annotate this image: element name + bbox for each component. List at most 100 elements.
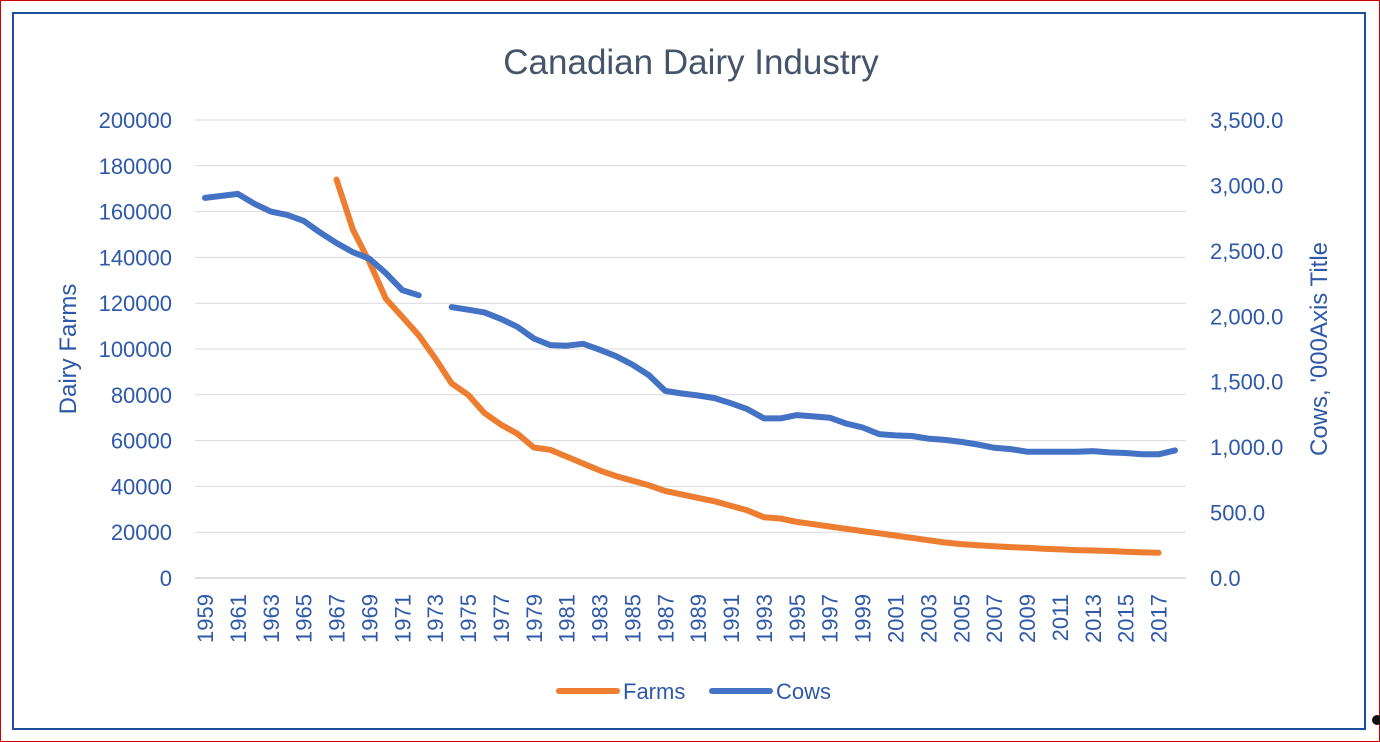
cows-point xyxy=(204,197,206,199)
cows-point xyxy=(878,433,880,435)
x-tick-label: 1965 xyxy=(292,594,317,643)
cows-line xyxy=(448,304,1178,458)
x-tick-label: 1987 xyxy=(653,594,678,643)
farms-point xyxy=(352,229,354,231)
farms-point xyxy=(582,462,584,465)
chart-area-border[interactable] xyxy=(12,12,1366,730)
cows-point xyxy=(681,392,683,395)
cows-point xyxy=(335,242,338,244)
farms-point xyxy=(1125,551,1127,553)
grid-lines xyxy=(195,119,1186,579)
farms-point xyxy=(451,382,453,384)
cows-point xyxy=(894,434,897,436)
cows-point xyxy=(1059,451,1061,453)
farms-point xyxy=(533,446,535,449)
cows-point xyxy=(615,355,617,357)
cows-point xyxy=(237,193,239,195)
x-tick-label: 1981 xyxy=(555,594,580,643)
farms-point xyxy=(467,394,469,396)
farms-point xyxy=(549,449,551,451)
x-tick-label: 1991 xyxy=(719,594,744,643)
cows-point xyxy=(451,306,453,308)
cows-point xyxy=(270,211,272,213)
chart-title: Canadian Dairy Industry xyxy=(503,43,879,82)
x-tick-label: 1971 xyxy=(390,594,415,643)
farms-point xyxy=(516,433,519,435)
cows-point xyxy=(1108,451,1110,453)
x-tick-label: 2013 xyxy=(1081,594,1106,643)
farms-point xyxy=(631,480,634,482)
farms-point xyxy=(434,357,436,359)
cows-point xyxy=(631,364,634,366)
cows-point xyxy=(467,309,469,311)
x-tick-label: 1985 xyxy=(620,594,645,643)
farms-point xyxy=(911,537,913,539)
cows-point xyxy=(1026,451,1028,453)
farms-point xyxy=(746,509,749,511)
x-tick-label: 1959 xyxy=(193,594,218,643)
x-tick-label: 2001 xyxy=(884,594,909,643)
left-tick-label: 200000 xyxy=(99,108,172,133)
cows-point xyxy=(500,318,502,320)
cows-point xyxy=(599,349,601,351)
left-tick-label: 120000 xyxy=(99,291,172,316)
cows-point xyxy=(1141,453,1143,455)
farms-point xyxy=(1092,549,1094,552)
right-axis-ticks: 0.0 500.0 1,000.0 1,500.0 2,000.0 2,500.0 3,00… xyxy=(1210,108,1283,591)
cows-point xyxy=(697,394,699,397)
cows-point xyxy=(977,443,979,446)
farms-point xyxy=(1141,551,1143,554)
cows-point xyxy=(352,251,354,253)
farms-point xyxy=(1059,548,1061,551)
x-tick-label: 2017 xyxy=(1147,594,1172,643)
farms-point xyxy=(960,543,962,545)
left-tick-label: 60000 xyxy=(111,429,172,454)
cows-point xyxy=(418,294,420,296)
farms-point xyxy=(1042,548,1045,550)
cows-point xyxy=(303,220,305,222)
left-tick-label: 40000 xyxy=(111,474,172,499)
farms-point xyxy=(763,516,765,518)
cows-point xyxy=(533,337,535,340)
farms-point xyxy=(500,424,502,426)
right-tick-label: 2,500.0 xyxy=(1210,239,1283,264)
farms-point xyxy=(927,539,930,541)
x-tick-label: 1969 xyxy=(357,594,382,643)
x-tick-label: 1989 xyxy=(686,594,711,643)
x-tick-label: 2015 xyxy=(1114,594,1139,643)
x-tick-label: 1963 xyxy=(259,594,284,643)
farms-point xyxy=(648,484,650,486)
cows-point xyxy=(796,414,798,416)
cows-point xyxy=(286,214,288,216)
x-tick-label: 1973 xyxy=(423,594,448,643)
cows-point xyxy=(862,426,864,429)
right-axis-title: Cows, '000Axis Title xyxy=(1306,242,1333,456)
farms-point xyxy=(779,517,782,520)
x-tick-label: 1967 xyxy=(325,594,350,643)
farms-point xyxy=(977,544,979,546)
farms-point xyxy=(385,298,387,300)
farms-point xyxy=(993,545,995,547)
cows-point xyxy=(993,447,995,449)
cows-point xyxy=(648,374,650,376)
farms-point xyxy=(714,500,716,502)
plot-series xyxy=(202,176,1178,556)
cows-point xyxy=(960,441,962,443)
x-tick-label: 1983 xyxy=(588,594,613,643)
farms-point xyxy=(812,523,814,525)
x-tick-label: 1979 xyxy=(522,594,547,643)
right-tick-label: 1,500.0 xyxy=(1210,370,1283,395)
farms-point xyxy=(862,530,864,532)
resize-handle[interactable] xyxy=(1372,715,1380,725)
cows-point xyxy=(730,402,732,404)
cows-point xyxy=(1174,449,1176,451)
series-cows xyxy=(202,190,1178,458)
cows-point xyxy=(1010,448,1012,450)
x-tick-label: 2007 xyxy=(982,594,1007,643)
legend-label-farms: Farms xyxy=(623,679,685,704)
left-tick-label: 20000 xyxy=(111,520,172,545)
farms-point xyxy=(944,541,946,544)
cows-point xyxy=(385,272,387,274)
cows-point xyxy=(664,390,666,392)
